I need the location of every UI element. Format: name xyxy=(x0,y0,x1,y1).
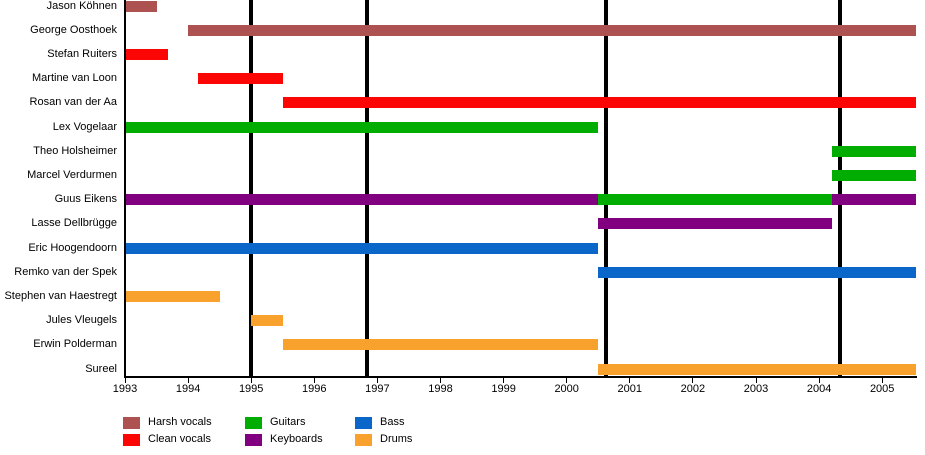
member-name-label: Guus Eikens xyxy=(54,193,117,206)
year-tick xyxy=(692,378,694,383)
timeline-bar xyxy=(125,290,220,302)
member-name-label: Jason Köhnen xyxy=(46,0,117,12)
timeline-bar xyxy=(282,339,599,351)
member-name-label: Stefan Ruiters xyxy=(47,47,117,60)
member-name-label: George Oosthoek xyxy=(30,23,117,36)
legend-swatch-icon xyxy=(355,416,372,429)
legend-swatch-icon xyxy=(123,433,140,446)
legend-item: Clean vocals xyxy=(123,433,245,446)
member-name-label: Jules Vleugels xyxy=(46,314,117,327)
year-tick xyxy=(755,378,757,383)
member-name-label: Rosan van der Aa xyxy=(29,96,117,109)
timeline-bar xyxy=(598,266,917,278)
member-name-label: Marcel Verdurmen xyxy=(27,168,117,181)
year-tick-label: 2000 xyxy=(554,383,579,395)
timeline-bar xyxy=(598,218,832,230)
member-name-label: Martine van Loon xyxy=(32,72,117,85)
year-tick-label: 1997 xyxy=(365,383,390,395)
year-tick xyxy=(881,378,883,383)
member-name-label: Stephen van Haestregt xyxy=(4,289,117,302)
album-release-line xyxy=(837,0,842,377)
year-tick xyxy=(629,378,631,383)
legend-swatch-icon xyxy=(245,416,262,429)
legend-label: Clean vocals xyxy=(148,433,211,445)
year-tick-label: 2001 xyxy=(617,383,643,395)
timeline-bar xyxy=(125,48,168,60)
year-tick xyxy=(250,378,252,383)
legend-item: Harsh vocals xyxy=(123,416,245,429)
year-tick-label: 1998 xyxy=(428,383,453,395)
legend-label: Keyboards xyxy=(270,433,323,445)
x-axis-line xyxy=(124,376,917,378)
year-tick-label: 2004 xyxy=(806,383,832,395)
member-name-label: Erwin Polderman xyxy=(33,338,117,351)
timeline-bar xyxy=(125,242,599,254)
year-tick xyxy=(313,378,315,383)
year-tick-label: 1996 xyxy=(302,383,327,395)
legend-label: Bass xyxy=(380,416,405,428)
timeline-bar xyxy=(598,363,917,375)
legend-item: Guitars xyxy=(245,416,355,429)
year-tick xyxy=(187,378,189,383)
album-release-line xyxy=(249,0,254,377)
year-tick xyxy=(376,378,378,383)
legend-item: Drums xyxy=(355,433,412,446)
year-tick-label: 2005 xyxy=(869,383,895,395)
album-release-line xyxy=(364,0,369,377)
member-name-label: Eric Hoogendoorn xyxy=(28,241,117,254)
year-tick-label: 1994 xyxy=(175,383,201,395)
member-name-label: Lasse Dellbrügge xyxy=(31,217,117,230)
member-name-label: Lex Vogelaar xyxy=(52,120,117,133)
timeline-bar xyxy=(282,97,917,109)
year-tick-label: 2002 xyxy=(680,383,706,395)
year-tick-label: 1995 xyxy=(238,383,264,395)
year-tick xyxy=(124,378,126,383)
legend-label: Guitars xyxy=(270,416,306,428)
timeline-bar xyxy=(831,194,917,206)
member-name-label: Theo Holsheimer xyxy=(33,144,117,157)
year-tick xyxy=(440,378,441,383)
y-axis-line xyxy=(124,0,126,378)
legend-label: Drums xyxy=(380,433,413,445)
timeline-bar xyxy=(251,315,283,327)
timeline-bar xyxy=(197,73,283,85)
member-name-label: Remko van der Spek xyxy=(14,265,117,278)
legend-swatch-icon xyxy=(123,416,140,429)
legend-item: Keyboards xyxy=(245,433,355,446)
year-tick xyxy=(818,378,820,383)
timeline-bar xyxy=(188,24,917,36)
timeline-bar xyxy=(831,145,917,157)
timeline-bar xyxy=(125,0,157,12)
timeline-bar xyxy=(125,121,599,133)
legend-swatch-icon xyxy=(355,433,372,446)
member-name-label: Sureel xyxy=(85,362,117,375)
legend-item: Bass xyxy=(355,416,412,429)
legend-swatch-icon xyxy=(245,433,262,446)
timeline-bar xyxy=(831,169,917,181)
plot-area xyxy=(125,0,917,377)
year-tick xyxy=(503,378,505,383)
timeline-bar xyxy=(598,194,832,206)
album-release-line xyxy=(604,0,609,377)
year-tick-label: 1999 xyxy=(491,383,516,395)
legend: Harsh vocals Clean vocals Guitars Keyboards… xyxy=(123,416,412,446)
timeline-bar xyxy=(125,194,599,206)
year-tick-label: 2003 xyxy=(743,383,769,395)
legend-label: Harsh vocals xyxy=(148,416,212,428)
year-tick-label: 1993 xyxy=(112,383,138,395)
year-tick xyxy=(566,378,568,383)
